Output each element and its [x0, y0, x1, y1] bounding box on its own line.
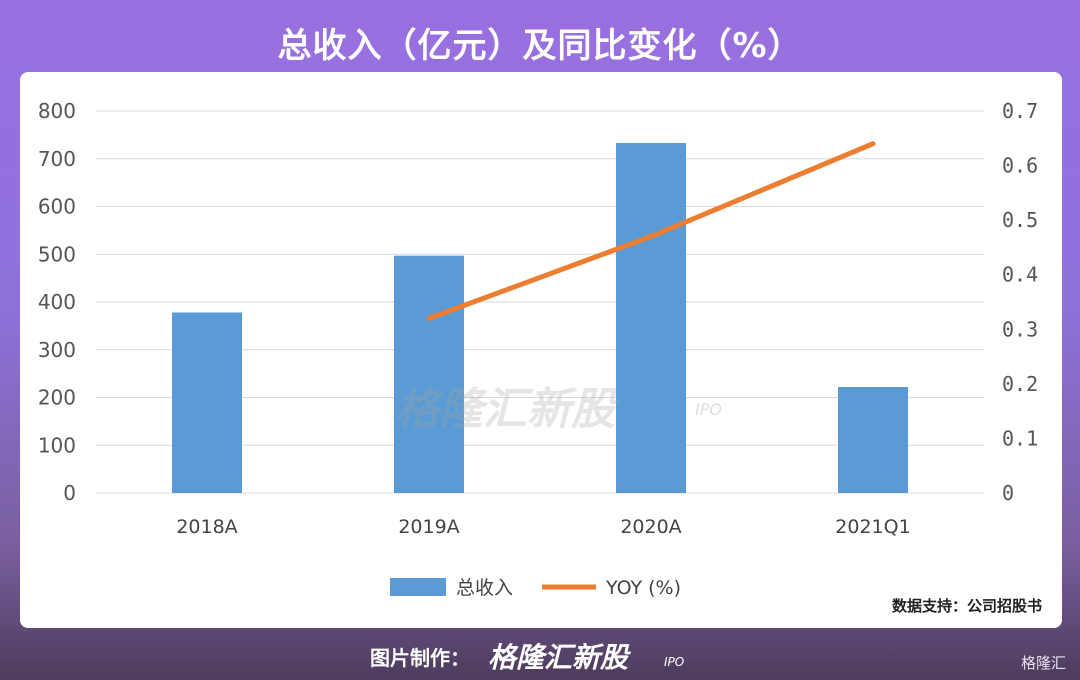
- y-left-tick-label: 800: [38, 99, 76, 123]
- y-left-tick-label: 0: [63, 481, 76, 505]
- bar-2021Q1: [838, 386, 908, 493]
- chart-svg: 0 100 200 300 400 500 600 700 800 0 0.1 0.2 0.3 0.4 0.…: [38, 99, 1038, 599]
- y-right-tick-label: 0.1: [1002, 426, 1038, 450]
- y-left-tick-label: 700: [38, 147, 76, 171]
- y-left-tick-label: 400: [38, 290, 76, 314]
- watermark-logo: 格隆汇新股: [395, 384, 615, 435]
- x-tick-label: 2019A: [398, 516, 459, 538]
- corner-logo: 格隆汇: [1020, 654, 1066, 672]
- chart-title: 总收入（亿元）及同比变化（%）: [277, 26, 803, 66]
- data-source: 数据支持：公司招股书: [891, 597, 1042, 615]
- y-left-tick-label: 300: [38, 338, 76, 362]
- y-left-tick-label: 100: [38, 433, 76, 457]
- x-tick-label: 2018A: [176, 516, 237, 538]
- bar-2018A: [172, 312, 242, 493]
- y-right-tick-label: 0.5: [1002, 208, 1038, 232]
- y-right-tick-label: 0.6: [1002, 154, 1038, 178]
- y-left-tick-label: 500: [38, 242, 76, 266]
- y-right-tick-label: 0: [1002, 481, 1014, 505]
- legend-swatch-revenue: [390, 578, 446, 596]
- bar-2020A: [616, 142, 686, 493]
- brand-logo: 格隆汇新股: [488, 641, 629, 674]
- chart-card: 0 100 200 300 400 500 600 700 800 0 0.1 0.2 0.3 0.4 0.…: [20, 72, 1062, 628]
- y-right-tick-label: 0.7: [1002, 99, 1038, 123]
- y-right-tick-label: 0.4: [1002, 263, 1038, 287]
- legend-label-revenue: 总收入: [456, 577, 513, 599]
- y-right-tick-label: 0.3: [1002, 317, 1038, 341]
- x-tick-label: 2021Q1: [835, 516, 910, 538]
- legend-label-yoy: YOY (%): [605, 577, 681, 599]
- y-right-tick-label: 0.2: [1002, 372, 1038, 396]
- brand-logo-sub: IPO: [664, 655, 685, 669]
- y-left-tick-label: 200: [38, 386, 76, 410]
- credit-label: 图片制作：: [370, 646, 470, 670]
- y-left-tick-label: 600: [38, 195, 76, 219]
- watermark-logo-sub: IPO: [695, 400, 722, 419]
- bar-2019A: [394, 255, 464, 493]
- x-tick-label: 2020A: [620, 516, 681, 538]
